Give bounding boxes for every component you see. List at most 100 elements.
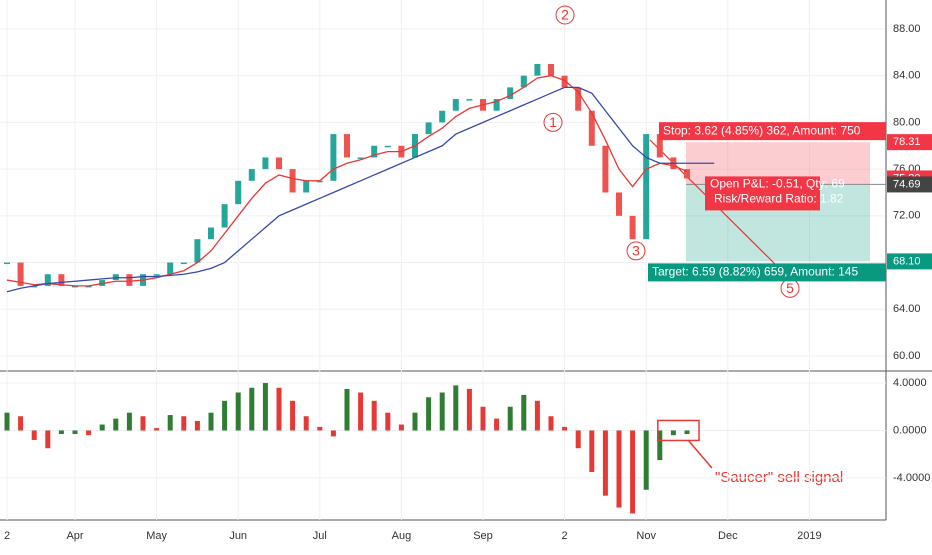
osc-bar	[194, 420, 200, 431]
osc-bar	[494, 418, 500, 431]
candle	[330, 134, 337, 181]
wave-label: 2	[561, 7, 569, 23]
candle	[344, 134, 350, 158]
wave-circle	[555, 5, 575, 25]
x-tick-label: 2	[4, 530, 10, 542]
osc-bar	[426, 397, 432, 431]
candle	[452, 99, 459, 111]
x-tick-label: Apr	[66, 530, 83, 542]
candle	[44, 274, 51, 286]
y-tick-label: -4.0000	[893, 472, 930, 484]
x-tick-label: 2019	[797, 530, 821, 542]
osc-bar	[18, 416, 24, 431]
osc-bar	[657, 430, 663, 461]
osc-bar	[602, 430, 608, 496]
position-box	[648, 263, 886, 282]
candle	[303, 180, 310, 193]
osc-bar	[453, 385, 459, 431]
candle	[493, 99, 500, 111]
osc-bar	[344, 388, 350, 431]
osc-bar	[86, 430, 92, 436]
osc-bar	[235, 392, 241, 431]
candle	[248, 169, 255, 181]
candle	[602, 145, 609, 193]
y-tick-label: 0.0000	[893, 424, 927, 436]
x-tick-label: Jul	[313, 530, 327, 542]
osc-bar	[58, 430, 64, 435]
osc-bar	[154, 428, 160, 431]
wave-label: 3	[632, 243, 640, 259]
osc-bar	[330, 430, 336, 437]
osc-bar	[684, 430, 690, 435]
osc-bar	[208, 412, 214, 431]
osc-bar	[290, 400, 296, 431]
osc-bar	[45, 430, 51, 449]
osc-bar	[548, 416, 554, 431]
osc-bar	[317, 426, 323, 431]
candle	[235, 180, 242, 205]
osc-bar	[276, 387, 282, 431]
candle	[276, 157, 282, 170]
candle	[643, 134, 650, 240]
candle	[684, 169, 690, 179]
price-label: 78.31	[893, 136, 921, 148]
candle	[208, 227, 214, 240]
osc-bar	[439, 392, 445, 431]
osc-bar	[589, 430, 595, 472]
candle	[126, 274, 133, 286]
osc-bar	[249, 387, 255, 431]
candle	[357, 157, 364, 159]
y-tick-label: 60.00	[893, 350, 921, 362]
candle	[167, 262, 174, 275]
candle	[629, 215, 636, 240]
candle	[520, 75, 527, 88]
position-text: Risk/Reward Ratio: 1.82	[714, 192, 844, 206]
candle	[534, 64, 541, 76]
price-label-box	[887, 176, 932, 193]
osc-bar	[507, 406, 513, 431]
candle	[616, 192, 622, 216]
candle	[466, 99, 473, 101]
osc-bar	[466, 388, 472, 431]
osc-bar	[222, 400, 228, 431]
candle	[85, 285, 92, 288]
annotation-arrow	[687, 439, 713, 469]
candle	[194, 239, 201, 263]
candle	[4, 262, 10, 265]
candle	[575, 87, 582, 111]
osc-bar	[262, 383, 268, 431]
wave-label: 5	[786, 280, 794, 296]
osc-bar	[630, 430, 636, 514]
position-text: Open P&L: -0.51, Qty: 69	[710, 177, 845, 191]
x-tick-label: May	[146, 530, 167, 542]
candle	[425, 122, 432, 135]
x-tick-label: Jun	[229, 530, 247, 542]
osc-bar	[126, 412, 132, 431]
wave-circle	[543, 112, 563, 132]
y-tick-label: 72.00	[893, 210, 921, 222]
y-tick-label: 80.00	[893, 116, 921, 128]
osc-bar	[412, 412, 418, 431]
osc-bar	[358, 392, 364, 431]
ma-line	[6, 75, 688, 287]
x-tick-label: Nov	[636, 530, 656, 542]
x-tick-label: Sep	[473, 530, 493, 542]
candle	[180, 262, 187, 265]
candle	[548, 64, 554, 76]
candle	[262, 157, 269, 170]
osc-bar	[575, 430, 581, 449]
candle	[17, 262, 24, 286]
osc-bar	[521, 394, 527, 431]
candle	[439, 110, 446, 123]
position-box	[705, 176, 820, 211]
candle	[316, 180, 323, 183]
price-label: 74.69	[893, 178, 921, 190]
price-label-box	[887, 134, 932, 151]
osc-bar	[140, 416, 146, 431]
price-label: 68.10	[893, 255, 921, 267]
position-box	[659, 122, 886, 141]
y-tick-label: 88.00	[893, 23, 921, 35]
candle	[289, 169, 296, 193]
wave-label: 1	[549, 114, 557, 130]
